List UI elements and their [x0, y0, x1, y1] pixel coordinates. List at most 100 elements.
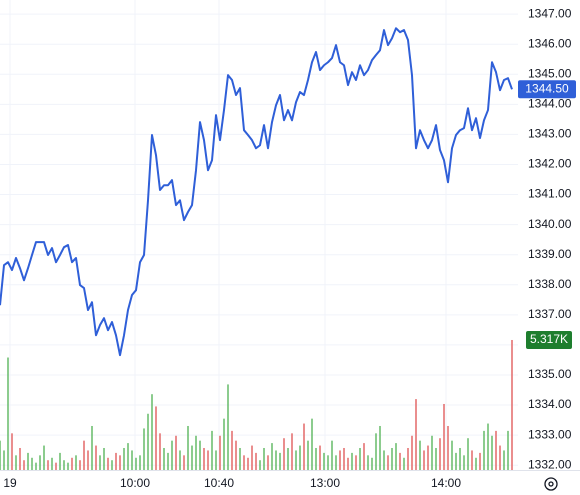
- volume-bar: [87, 450, 89, 470]
- volume-bar: [35, 462, 37, 470]
- volume-bar: [495, 430, 497, 470]
- y-tick-label: 1339.00: [528, 247, 572, 261]
- volume-bar: [131, 450, 133, 470]
- volume-bar: [55, 462, 57, 470]
- volume-bar: [3, 450, 5, 470]
- settings-icon[interactable]: [544, 477, 558, 491]
- volume-bar: [347, 457, 349, 470]
- volume-bar: [491, 435, 493, 470]
- y-tick-label: 1346.00: [528, 36, 572, 50]
- volume-bar: [487, 423, 489, 470]
- volume-bar: [43, 445, 45, 470]
- volume-bar: [67, 462, 69, 470]
- volume-bar: [7, 357, 9, 470]
- volume-bar: [19, 447, 21, 470]
- volume-bar: [423, 450, 425, 470]
- volume-bar: [163, 447, 165, 470]
- volume-bar: [511, 339, 513, 470]
- y-tick-label: 1344.00: [528, 97, 572, 111]
- volume-bar: [127, 443, 129, 470]
- volume-bar: [263, 447, 265, 470]
- y-tick-label: 1332.00: [528, 457, 572, 471]
- volume-bar: [451, 440, 453, 470]
- y-tick-label: 1337.00: [528, 307, 572, 321]
- volume-bar: [79, 460, 81, 470]
- volume-label: 5.317K: [530, 332, 568, 346]
- volume-bar: [279, 452, 281, 470]
- volume-bar: [455, 452, 457, 470]
- volume-bar: [75, 455, 77, 470]
- volume-bar: [291, 433, 293, 470]
- volume-bar: [239, 447, 241, 470]
- volume-bar: [483, 430, 485, 470]
- y-tick-label: 1345.00: [528, 66, 572, 80]
- volume-bar: [299, 445, 301, 470]
- volume-bar: [187, 425, 189, 470]
- volume-bar: [467, 438, 469, 470]
- x-tick-label: 14:00: [431, 476, 461, 490]
- volume-bar: [319, 445, 321, 470]
- volume-bar: [363, 443, 365, 470]
- volume-bar: [207, 450, 209, 470]
- volume-bar: [411, 435, 413, 470]
- volume-bar: [119, 455, 121, 470]
- volume-bar: [123, 447, 125, 470]
- volume-bar: [23, 460, 25, 470]
- volume-bar: [179, 450, 181, 470]
- volume-bar: [387, 455, 389, 470]
- volume-bar: [499, 445, 501, 470]
- lines: [0, 27, 513, 357]
- y-tick-label: 1334.00: [528, 397, 572, 411]
- volume-bar: [311, 418, 313, 470]
- volume-bar: [459, 447, 461, 470]
- volume-bar: [195, 435, 197, 470]
- volume-bar: [395, 443, 397, 470]
- y-tick-label: 1335.00: [528, 367, 572, 381]
- volume-bar: [27, 452, 29, 470]
- volume-bar: [267, 455, 269, 470]
- volume-bar: [503, 450, 505, 470]
- volume-bar: [259, 460, 261, 470]
- volume-bar: [191, 445, 193, 470]
- volume-bar: [83, 440, 85, 470]
- volume-bar: [231, 430, 233, 470]
- volume-bar: [335, 455, 337, 470]
- volume-bar: [211, 430, 213, 470]
- volume-bar: [283, 438, 285, 470]
- volume-bar: [215, 450, 217, 470]
- volume-bar: [99, 455, 101, 470]
- volume-bar: [315, 447, 317, 470]
- volume-bar: [443, 403, 445, 470]
- volume-bar: [391, 447, 393, 470]
- volume-bar: [463, 455, 465, 470]
- price-label: 1344.50: [525, 81, 569, 95]
- settings-icon-ring[interactable]: [544, 477, 558, 491]
- volume-bar: [475, 457, 477, 470]
- volume-bar: [287, 447, 289, 470]
- volume-bar: [355, 455, 357, 470]
- y-tick-label: 1333.00: [528, 427, 572, 441]
- y-tick-label: 1341.00: [528, 187, 572, 201]
- volume-bar: [159, 433, 161, 470]
- volume-bar: [91, 425, 93, 470]
- volume-bar: [143, 428, 145, 470]
- volume-bar: [59, 452, 61, 470]
- volume-bar: [403, 457, 405, 470]
- settings-icon-core[interactable]: [548, 481, 554, 487]
- volume-bar: [235, 440, 237, 470]
- volume-bar: [255, 452, 257, 470]
- volume-bar: [339, 450, 341, 470]
- volume-bar: [383, 450, 385, 470]
- volume-bar: [307, 440, 309, 470]
- volume-bar: [15, 455, 17, 470]
- volume-bar: [115, 452, 117, 470]
- volume-bar: [407, 447, 409, 470]
- volume-bar: [415, 399, 417, 470]
- volume-bar: [63, 460, 65, 470]
- volume-bar: [419, 440, 421, 470]
- volume-bar: [183, 455, 185, 470]
- volume-bar: [251, 445, 253, 470]
- volume-bar: [51, 457, 53, 470]
